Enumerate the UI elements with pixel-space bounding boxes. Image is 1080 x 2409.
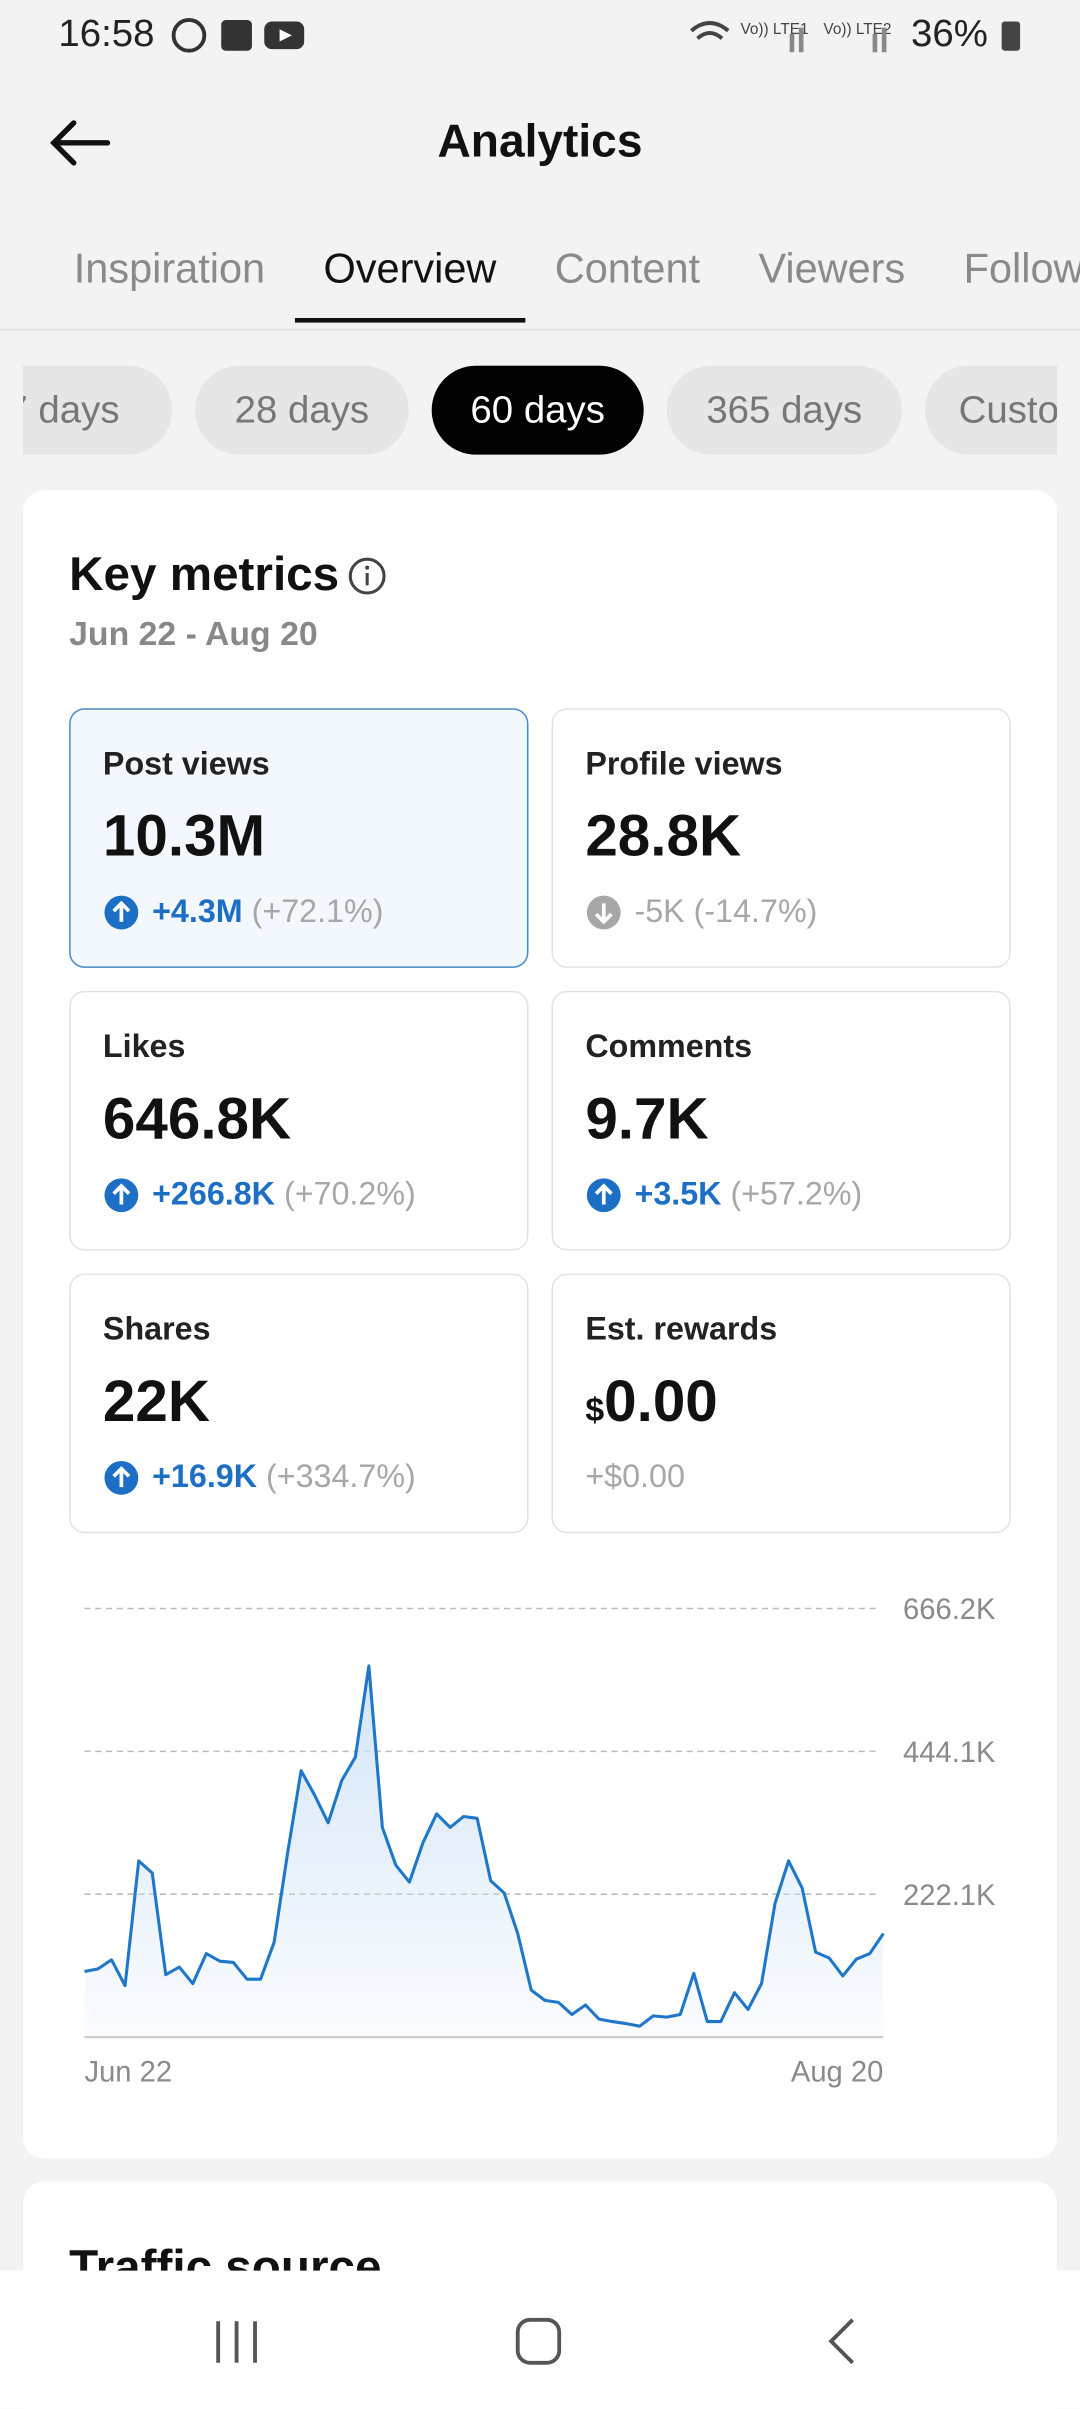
y-tick-label: 222.1K (903, 1880, 996, 1912)
metric-change: +3.5K (+57.2%) (585, 1177, 862, 1214)
range-chip[interactable]: 365 days (666, 365, 902, 455)
date-range: Jun 22 - Aug 20 (69, 614, 318, 653)
metric-number: 9.7K (585, 1087, 709, 1153)
metric-change: +$0.00 (585, 1459, 685, 1496)
battery-icon (1001, 21, 1021, 51)
change-value: -5K (634, 894, 685, 930)
metric-card[interactable]: Likes 646.8K +266.8K (+70.2%) (69, 990, 529, 1251)
metric-value: 646.8K (103, 1088, 291, 1154)
metric-value: 9.7K (585, 1088, 708, 1154)
status-time: 16:58 (58, 12, 155, 56)
line-chart: 222.1K 444.1K 666.2K Jun 22 Aug 20 (84, 1594, 996, 2089)
trend-icon (586, 1178, 621, 1213)
change-value: +4.3M (152, 894, 243, 930)
range-chip[interactable]: Custom (924, 365, 1057, 455)
change-value: +3.5K (634, 1176, 722, 1213)
trend-icon (104, 895, 139, 930)
metric-number: 28.8K (585, 805, 742, 870)
change-text: -5K (-14.7%) (634, 894, 817, 931)
nav-bar (0, 2270, 1080, 2409)
metric-change: +266.8K (+70.2%) (103, 1177, 416, 1214)
metric-change: +4.3M (+72.1%) (103, 894, 383, 931)
metric-value: 22K (103, 1370, 210, 1436)
status-icons (171, 18, 305, 53)
metric-label: Est. rewards (585, 1311, 778, 1348)
back-button[interactable] (46, 117, 114, 169)
tab-bar: Inspiration Overview Content Viewers Followe… (73, 245, 1080, 323)
trend-arrow (594, 1183, 613, 1205)
metric-number: 646.8K (102, 1087, 292, 1153)
x-tick-label: Jun 22 (84, 2057, 172, 2089)
svg-text:Vo)) LTE2: Vo)) LTE2 (823, 21, 891, 38)
trend-icon (104, 1178, 139, 1213)
change-text: +3.5K (+57.2%) (634, 1177, 862, 1214)
trend-arrow (112, 1466, 131, 1488)
battery-level: 36% (911, 12, 988, 56)
change-percent: (+334.7%) (266, 1459, 416, 1495)
metric-value: $0.00 (585, 1370, 717, 1436)
range-chip[interactable]: 28 days (195, 365, 409, 455)
metric-value: 10.3M (103, 805, 265, 871)
trend-arrow (112, 900, 131, 922)
trend-arrow (594, 903, 613, 925)
info-icon[interactable] (347, 556, 387, 596)
metric-card[interactable]: Comments 9.7K +3.5K (+57.2%) (551, 990, 1011, 1251)
change-text: +266.8K (+70.2%) (152, 1177, 416, 1214)
metric-card[interactable]: Profile views 28.8K -5K (-14.7%) (551, 708, 1011, 968)
range-chip[interactable]: 60 days (431, 365, 644, 455)
change-text: +16.9K (+334.7%) (152, 1459, 416, 1496)
trend-icon (104, 1460, 139, 1495)
tab[interactable]: Inspiration (73, 245, 266, 292)
change-text: +$0.00 (585, 1459, 685, 1496)
signal-icons: Vo)) LTE1 Vo)) LTE2 (690, 21, 891, 53)
change-percent: (+70.2%) (283, 1176, 416, 1213)
section-title: Key metrics (69, 546, 340, 601)
x-tick-label: Aug 20 (791, 2057, 883, 2089)
trend-arrow (112, 1183, 131, 1205)
home-button[interactable] (515, 2317, 562, 2365)
change-percent: (+57.2%) (730, 1176, 863, 1213)
y-tick-label: 666.2K (903, 1594, 996, 1626)
metric-label: Comments (585, 1029, 753, 1065)
change-value: +16.9K (152, 1459, 258, 1495)
metric-number: 22K (102, 1370, 211, 1435)
currency-symbol: $ (585, 1390, 605, 1429)
metric-change: +16.9K (+334.7%) (103, 1459, 416, 1496)
metric-number: 10.3M (102, 805, 266, 870)
metric-change: -5K (-14.7%) (585, 894, 817, 931)
change-value: +266.8K (152, 1176, 275, 1213)
page-title: Analytics (437, 116, 643, 168)
change-text: +4.3M (+72.1%) (152, 894, 383, 931)
divider (0, 328, 1080, 331)
change-value: +$0.00 (585, 1459, 685, 1495)
metric-label: Post views (102, 746, 270, 782)
metric-label: Likes (102, 1029, 186, 1065)
metric-number: 0.00 (604, 1370, 718, 1435)
metric-card[interactable]: Post views 10.3M +4.3M (+72.1%) (69, 708, 529, 968)
range-chip[interactable]: 7 days (23, 365, 173, 455)
svg-text:Vo)) LTE1: Vo)) LTE1 (740, 21, 808, 38)
y-tick-label: 444.1K (903, 1737, 996, 1769)
change-percent: (+72.1%) (251, 894, 384, 930)
metric-label: Shares (102, 1311, 211, 1348)
metric-label: Profile views (585, 746, 783, 782)
metric-card[interactable]: Est. rewards $0.00 +$0.00 (551, 1273, 1011, 1534)
line (84, 1664, 885, 2028)
tab[interactable]: Viewers (758, 245, 906, 292)
tab[interactable]: Followers (963, 245, 1080, 292)
metric-value: 28.8K (585, 805, 741, 871)
tab[interactable]: Overview (294, 245, 525, 323)
metric-grid: Post views 10.3M +4.3M (+72.1%) Profile vie… (69, 708, 1012, 1534)
back-nav[interactable] (828, 2318, 854, 2365)
tab[interactable]: Content (554, 245, 701, 292)
nav-icons (216, 2317, 854, 2365)
recent-apps[interactable] (216, 2321, 257, 2363)
metric-card[interactable]: Shares 22K +16.9K (+334.7%) (69, 1273, 529, 1534)
trend-icon (586, 895, 621, 930)
change-percent: (-14.7%) (693, 894, 818, 930)
